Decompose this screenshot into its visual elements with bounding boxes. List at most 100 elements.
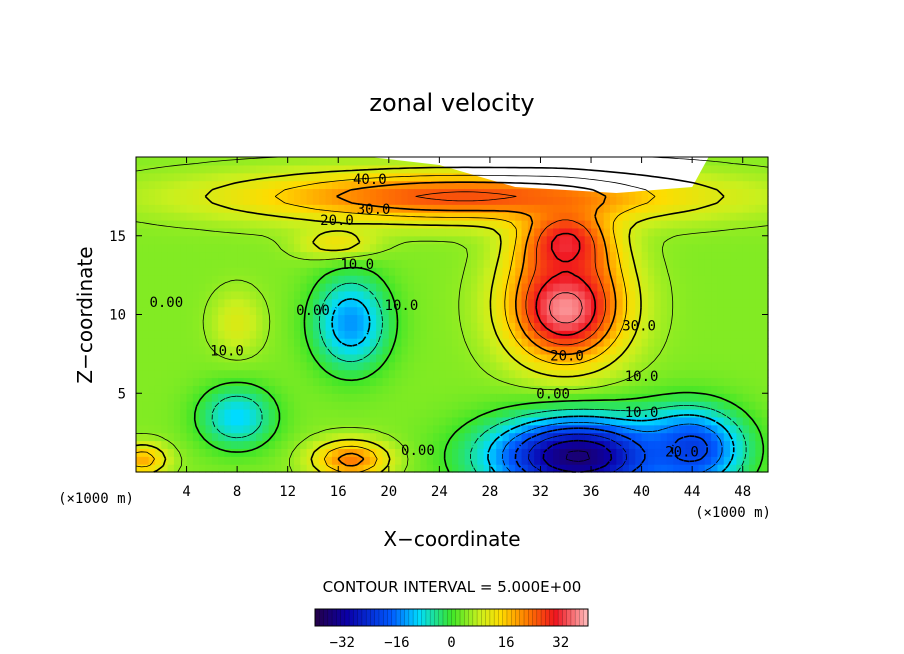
field-cell xyxy=(262,157,270,166)
field-cell xyxy=(673,361,681,371)
field-cell xyxy=(401,385,409,394)
field-cell xyxy=(761,259,769,268)
field-cell xyxy=(711,385,719,394)
field-cell xyxy=(458,283,466,292)
field-cell xyxy=(660,196,668,205)
field-cell xyxy=(287,393,295,402)
field-cell xyxy=(395,338,403,347)
field-cell xyxy=(407,180,415,190)
field-cell xyxy=(515,275,523,284)
chart-title: zonal velocity xyxy=(369,89,534,117)
field-cell xyxy=(388,369,396,379)
field-cell xyxy=(173,180,181,190)
field-cell xyxy=(262,259,270,268)
field-cell xyxy=(527,267,535,276)
field-cell xyxy=(736,172,744,182)
field-cell xyxy=(723,220,731,229)
field-cell xyxy=(597,283,605,292)
field-cell xyxy=(357,283,365,292)
field-cell xyxy=(211,440,219,449)
field-cell xyxy=(211,416,219,426)
field-cell xyxy=(660,385,668,394)
field-cell xyxy=(243,385,251,394)
field-cell xyxy=(388,157,396,166)
colorbar-tick-label: 16 xyxy=(498,635,515,651)
field-cell xyxy=(420,424,428,434)
field-cell xyxy=(439,401,447,410)
field-cell xyxy=(199,227,207,237)
field-cell xyxy=(338,456,346,465)
field-cell xyxy=(294,401,301,410)
field-cell xyxy=(407,227,415,237)
field-cell xyxy=(717,464,725,473)
field-cell xyxy=(565,227,573,237)
field-cell xyxy=(616,314,624,323)
field-cell xyxy=(173,416,181,426)
field-cell xyxy=(666,212,674,221)
field-cell xyxy=(192,330,200,339)
field-cell xyxy=(414,322,421,331)
field-cell xyxy=(515,204,523,213)
field-cell xyxy=(414,172,421,182)
field-cell xyxy=(338,188,346,197)
field-cell xyxy=(711,180,719,190)
field-cell xyxy=(369,314,377,323)
field-cell xyxy=(161,204,169,213)
field-cell xyxy=(673,377,681,386)
field-cell xyxy=(521,283,529,292)
field-cell xyxy=(262,361,270,371)
field-cell xyxy=(218,416,226,426)
field-cell xyxy=(723,432,731,442)
field-cell xyxy=(439,456,447,465)
field-cell xyxy=(742,338,750,347)
field-cell xyxy=(489,330,497,339)
field-cell xyxy=(306,235,314,245)
field-cell xyxy=(711,227,719,237)
field-cell xyxy=(401,306,409,316)
field-cell xyxy=(439,204,447,213)
field-cell xyxy=(363,259,371,268)
field-cell xyxy=(496,361,504,371)
field-cell xyxy=(723,330,731,339)
field-cell xyxy=(186,353,194,363)
field-cell xyxy=(230,456,238,465)
field-cell xyxy=(553,306,561,316)
field-cell xyxy=(723,409,731,418)
field-cell xyxy=(591,409,598,418)
field-cell xyxy=(439,243,447,253)
field-cell xyxy=(679,369,687,379)
field-cell xyxy=(603,409,611,418)
field-cell xyxy=(294,290,301,300)
field-cell xyxy=(306,338,314,347)
field-cell xyxy=(180,401,188,410)
field-cell xyxy=(369,196,377,205)
field-cell xyxy=(243,172,251,182)
field-cell xyxy=(565,393,573,402)
field-cell xyxy=(502,251,510,260)
field-cell xyxy=(723,464,731,473)
field-cell xyxy=(445,298,453,308)
field-cell xyxy=(256,432,263,442)
field-cell xyxy=(515,290,523,300)
colorbar-segment xyxy=(511,609,516,626)
field-cell xyxy=(363,314,371,323)
field-cell xyxy=(382,416,390,426)
field-cell xyxy=(167,424,175,434)
field-cell xyxy=(338,361,346,371)
field-cell xyxy=(433,361,440,371)
contour-label: 0.00 xyxy=(296,303,330,319)
contour-line xyxy=(211,282,747,473)
field-cell xyxy=(540,353,548,363)
field-cell xyxy=(458,464,466,473)
field-cell xyxy=(508,188,516,197)
field-cell xyxy=(635,369,643,379)
field-cell xyxy=(306,306,314,316)
field-cell xyxy=(597,212,605,221)
field-cell xyxy=(496,330,504,339)
field-cell xyxy=(534,259,542,268)
field-cell xyxy=(584,330,592,339)
field-cell xyxy=(325,353,333,363)
field-cell xyxy=(508,251,516,260)
field-cell xyxy=(414,314,421,323)
field-cell xyxy=(489,259,497,268)
